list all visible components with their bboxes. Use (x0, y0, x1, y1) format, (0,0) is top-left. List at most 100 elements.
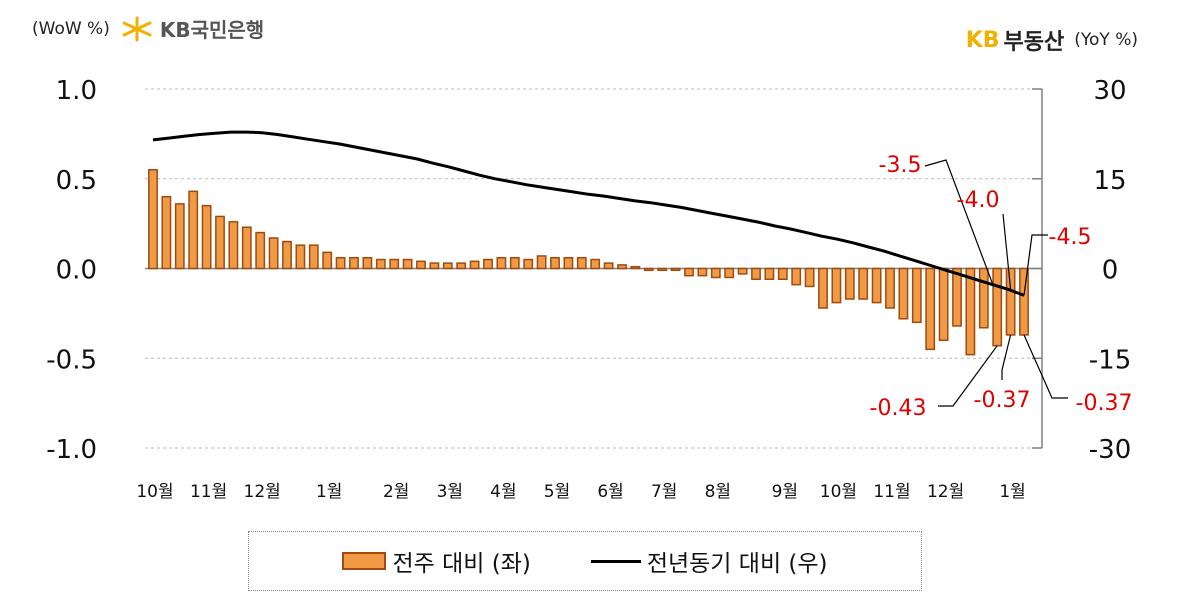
x-tick-label: 8월 (705, 482, 731, 502)
x-tick-label: 12월 (244, 482, 281, 502)
x-tick-label: 6월 (597, 482, 623, 502)
x-tick-label: 10월 (136, 482, 173, 502)
bar (925, 267, 936, 351)
kb-star-icon (122, 16, 152, 41)
right-tick-label: 30 (1093, 76, 1126, 106)
x-tick-label: 1월 (999, 482, 1025, 502)
bar (322, 251, 333, 270)
bar (617, 264, 627, 270)
bar (174, 203, 185, 270)
bar (724, 267, 735, 279)
bar (536, 255, 547, 270)
annotation-leader-line (1023, 334, 1068, 399)
annotation-label: -3.5 (879, 153, 922, 178)
bar (241, 226, 252, 270)
annotation-label: -0.37 (1076, 391, 1133, 416)
annotation-label: -4.0 (957, 188, 1000, 213)
bar (1019, 267, 1029, 336)
bar (657, 267, 668, 272)
bar (911, 267, 922, 324)
legend-label-bars: 전주 대비 (좌) (392, 551, 531, 577)
bar (630, 265, 641, 270)
x-tick-label: 2월 (383, 482, 409, 502)
annotation-label: -0.37 (974, 388, 1031, 413)
bar (335, 256, 346, 270)
bar (362, 256, 373, 270)
bar (215, 215, 225, 270)
bar (550, 256, 560, 270)
bar (737, 267, 748, 275)
annotation-label: -0.43 (870, 396, 927, 421)
kb-bank-logo: KB국민은행 (120, 14, 264, 43)
bar (751, 267, 761, 281)
bar (268, 237, 279, 270)
bar (831, 267, 842, 304)
kb-bank-logo-text: KB국민은행 (159, 18, 265, 42)
header-left: (WoW %) KB국민은행 (32, 14, 264, 43)
bar (697, 267, 708, 277)
bar (764, 267, 775, 281)
x-tick-label: 7월 (651, 482, 677, 502)
bar (576, 256, 587, 270)
left-tick-label: 1.0 (56, 76, 97, 106)
x-tick-label: 3월 (437, 482, 463, 502)
bar (469, 260, 480, 270)
annotation-leader-line (1001, 334, 1012, 380)
annotation-leader-line (938, 345, 998, 407)
bar (858, 267, 869, 300)
right-tick-label: -30 (1089, 435, 1131, 465)
x-tick-label: 12월 (927, 482, 964, 502)
bar (375, 258, 386, 270)
bar (416, 260, 426, 270)
bar (952, 267, 962, 327)
legend-label-line: 전년동기 대비 (우) (646, 551, 828, 577)
bar (965, 267, 976, 356)
bar (938, 267, 949, 342)
x-tick-label: 1월 (316, 482, 342, 502)
bar (282, 240, 292, 270)
bar (563, 256, 574, 270)
x-tick-label: 11월 (873, 482, 910, 502)
right-tick-label: -15 (1089, 345, 1131, 375)
bar (161, 195, 172, 270)
kb-real-estate-logo: KB 부동산 (966, 24, 1065, 56)
bar (992, 267, 1003, 347)
bar (643, 267, 654, 272)
right-tick-label: 15 (1093, 166, 1126, 196)
legend: 전주 대비 (좌) 전년동기 대비 (우) (248, 531, 922, 591)
annotation-leader-line (1002, 213, 1012, 290)
x-tick-label: 11월 (190, 482, 227, 502)
bar (201, 204, 212, 270)
legend-swatch-line (590, 559, 641, 563)
kb-real-estate-logo-name: 부동산 (1003, 30, 1065, 55)
bar (456, 262, 467, 270)
annotation-label: -4.5 (1049, 225, 1092, 250)
x-tick-label: 4월 (490, 482, 516, 502)
bar (791, 267, 802, 286)
bar (349, 256, 359, 270)
bar (777, 267, 788, 281)
bar (844, 267, 855, 300)
bar (228, 221, 239, 270)
bar (188, 190, 199, 270)
left-tick-label: 0.0 (56, 256, 97, 286)
yoy-line (152, 130, 1025, 297)
bar (429, 262, 440, 270)
legend-item-bars: 전주 대비 (좌) (342, 544, 531, 578)
bar (590, 258, 601, 270)
bar (509, 256, 520, 270)
x-tick-label: 9월 (772, 482, 798, 502)
annotation-leader-line (924, 159, 994, 285)
left-tick-label: -0.5 (46, 345, 97, 375)
bar (670, 267, 681, 272)
bar (308, 244, 319, 270)
bar (148, 169, 158, 270)
bar (898, 267, 909, 320)
tick-labels: 1.0 0.5 0.0 -0.5 -1.0 30 15 0 -15 -30 10월 11월 12월 1월 2… (46, 76, 1131, 502)
bar (978, 267, 989, 329)
header-right: KB 부동산 (YoY %) (966, 24, 1138, 56)
bar (885, 267, 895, 309)
bar (483, 258, 493, 270)
annotation-leader-line (1023, 234, 1048, 296)
bar-series (148, 169, 1029, 356)
